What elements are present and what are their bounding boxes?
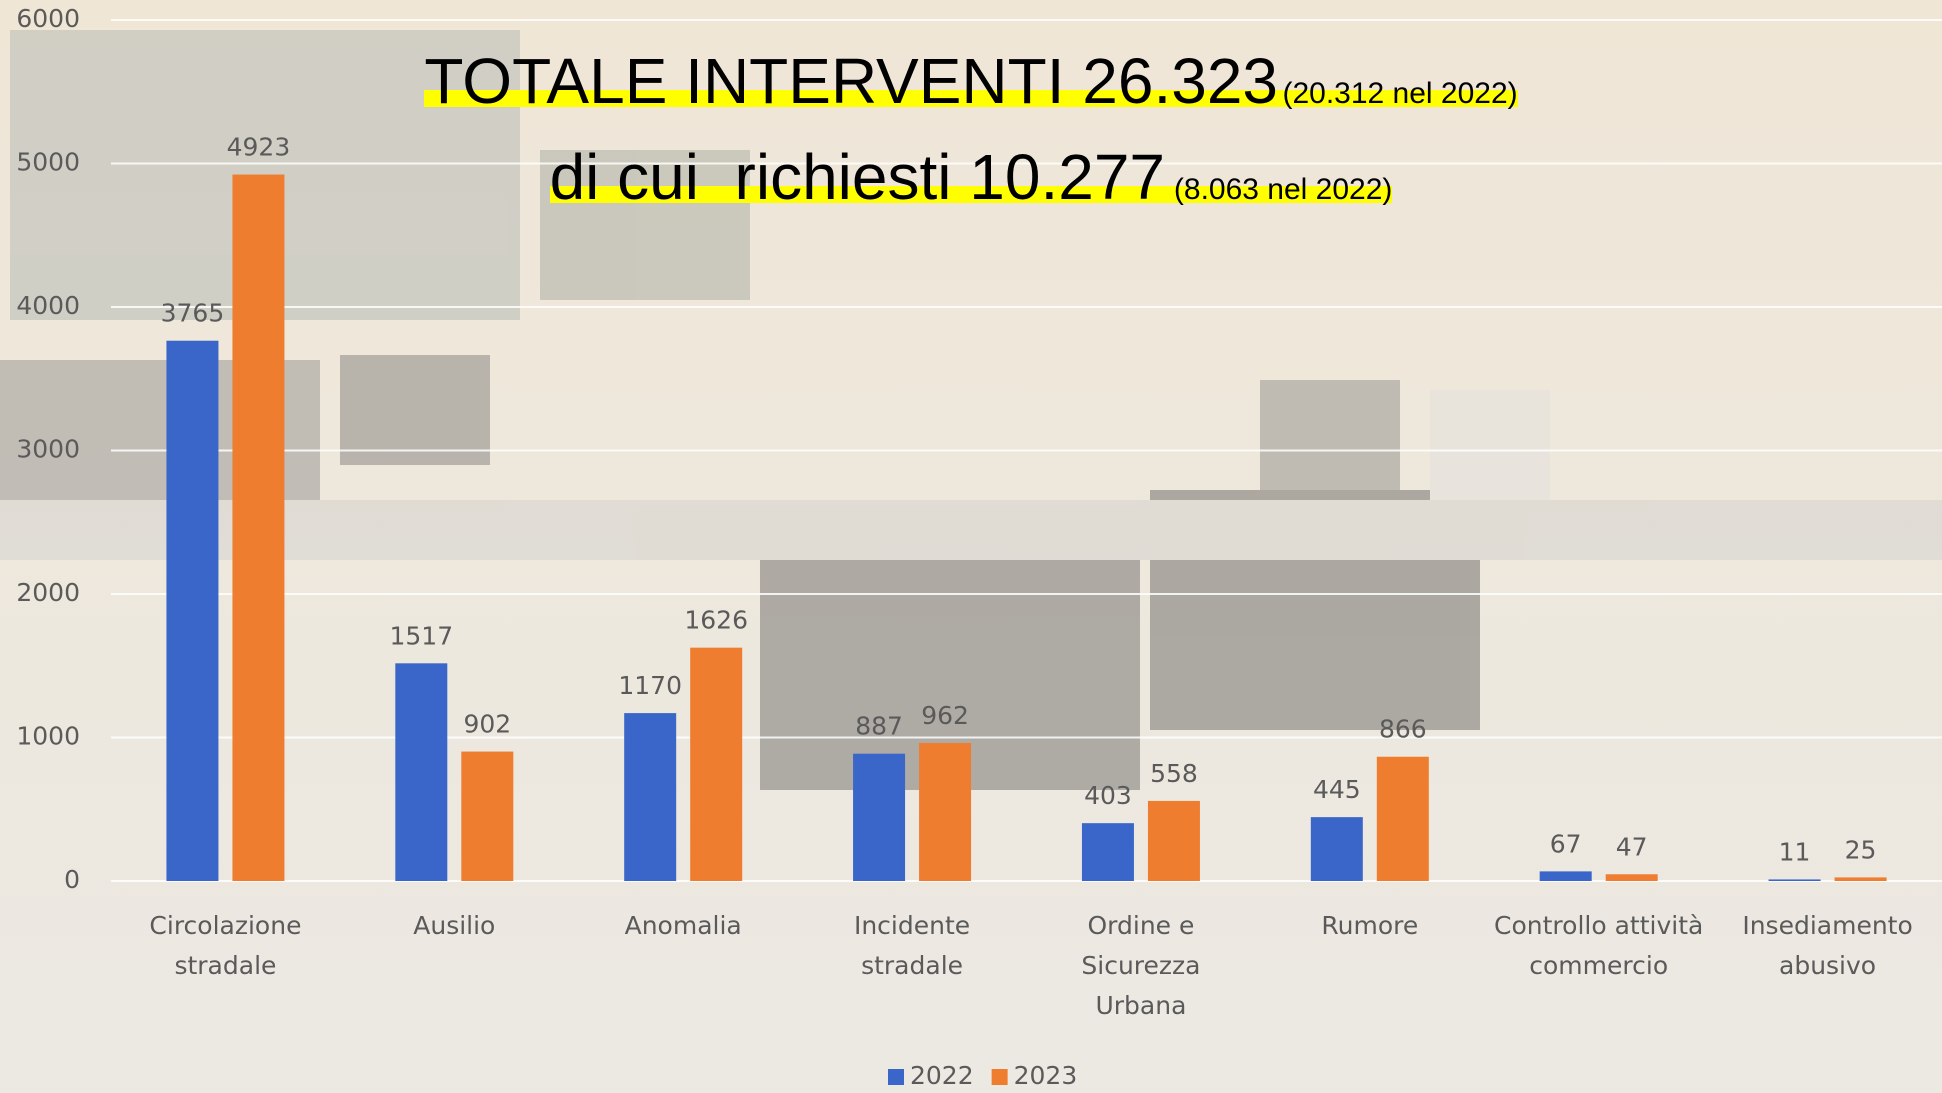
y-tick-label: 6000 <box>16 4 80 33</box>
bar <box>1835 877 1887 881</box>
subtitle-note: (8.063 nel 2022) <box>1174 173 1393 206</box>
x-tick-label: Anomalia <box>569 906 797 946</box>
subtitle-line: di cui richiesti 10.277 (8.063 nel 2022) <box>0 140 1942 214</box>
page: 0100020003000400050006000376549231517902… <box>0 0 1942 1093</box>
legend-swatch <box>992 1069 1008 1085</box>
x-tick-label: Rumore <box>1256 906 1484 946</box>
y-tick-label: 2000 <box>16 578 80 607</box>
data-label: 962 <box>921 701 969 730</box>
title-note: (20.312 nel 2022) <box>1282 77 1517 110</box>
data-label: 1517 <box>390 621 454 650</box>
bar <box>1606 874 1658 881</box>
bar <box>1148 801 1200 881</box>
x-tick-label: Incidente stradale <box>798 906 1026 986</box>
y-tick-label: 0 <box>64 865 80 894</box>
data-label: 866 <box>1379 715 1427 744</box>
legend-label: 2023 <box>1014 1061 1078 1090</box>
bar <box>919 743 971 881</box>
bar <box>690 648 742 881</box>
x-tick-label: Ordine e Sicurezza Urbana <box>1027 906 1255 1026</box>
data-label: 902 <box>463 710 511 739</box>
chart-subtitle: di cui richiesti 10.277 <box>550 141 1165 213</box>
chart-title: TOTALE INTERVENTI 26.323 <box>424 45 1278 117</box>
data-label: 1626 <box>684 606 748 635</box>
bar <box>166 341 218 881</box>
bar <box>395 663 447 881</box>
data-label: 1170 <box>618 671 682 700</box>
data-label: 25 <box>1845 835 1877 864</box>
title-line: TOTALE INTERVENTI 26.323 (20.312 nel 202… <box>0 44 1942 118</box>
bar <box>624 713 676 881</box>
data-label: 445 <box>1313 775 1361 804</box>
bar <box>461 752 513 881</box>
legend-swatch <box>888 1069 904 1085</box>
bar <box>1082 823 1134 881</box>
data-label: 11 <box>1779 837 1811 866</box>
x-tick-label: Ausilio <box>340 906 568 946</box>
legend-label: 2022 <box>910 1061 974 1090</box>
y-tick-label: 1000 <box>16 722 80 751</box>
bar <box>1377 757 1429 881</box>
bar <box>853 754 905 881</box>
bar <box>1311 817 1363 881</box>
bar <box>1540 871 1592 881</box>
data-label: 558 <box>1150 759 1198 788</box>
bar <box>232 175 284 881</box>
data-label: 3765 <box>161 299 225 328</box>
x-tick-label: Controllo attività commercio <box>1485 906 1713 986</box>
data-label: 67 <box>1550 829 1582 858</box>
bar <box>1769 879 1821 881</box>
x-tick-label: Insediamento abusivo <box>1714 906 1942 986</box>
data-label: 403 <box>1084 781 1132 810</box>
y-tick-label: 4000 <box>16 291 80 320</box>
y-tick-label: 3000 <box>16 435 80 464</box>
data-label: 47 <box>1616 832 1648 861</box>
data-label: 887 <box>855 712 903 741</box>
x-tick-label: Circolazione stradale <box>111 906 339 986</box>
